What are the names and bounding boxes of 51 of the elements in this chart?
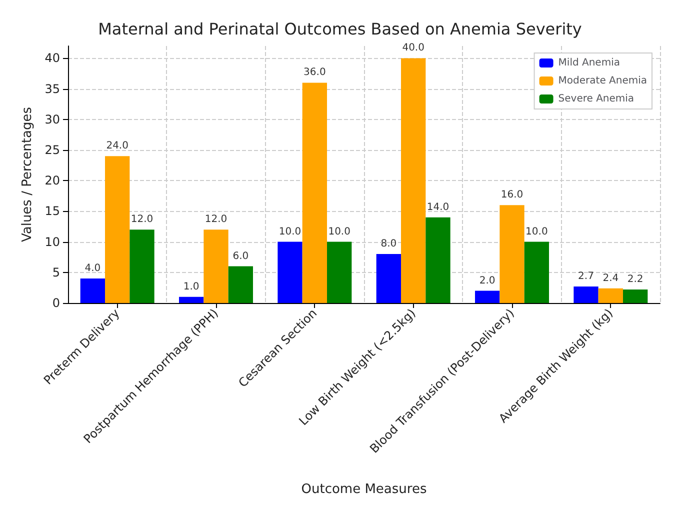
bar xyxy=(524,242,549,303)
data-label: 2.7 xyxy=(578,270,594,282)
bar xyxy=(426,217,450,303)
y-tick-label: 10 xyxy=(44,234,60,249)
data-label: 4.0 xyxy=(84,263,101,274)
data-label: 6.0 xyxy=(232,250,249,262)
data-label: 12.0 xyxy=(204,214,228,226)
bar xyxy=(80,278,105,303)
x-axis-title: Outcome Measures xyxy=(301,482,427,497)
bar xyxy=(500,205,524,303)
y-tick-label: 0 xyxy=(52,296,60,310)
bar xyxy=(130,230,154,303)
bar xyxy=(475,290,500,303)
bar xyxy=(574,286,598,303)
data-label: 12.0 xyxy=(130,214,154,226)
data-label: 24.0 xyxy=(106,140,128,152)
data-label: 36.0 xyxy=(304,67,326,78)
chart-title: Maternal and Perinatal Outcomes Based on Anemia Severity xyxy=(98,20,582,38)
bar xyxy=(105,156,130,303)
data-label: 40.0 xyxy=(402,42,424,54)
y-tick-label: 30 xyxy=(44,112,60,126)
y-tick-label: 40 xyxy=(44,51,60,66)
data-label: 16.0 xyxy=(500,190,524,201)
bar xyxy=(376,254,401,303)
bar xyxy=(623,290,648,303)
bar xyxy=(598,288,623,303)
y-axis-title: Values / Percentages xyxy=(20,106,35,242)
y-tick-label: 35 xyxy=(44,82,60,96)
y-tick-label: 5 xyxy=(52,265,60,280)
bar xyxy=(327,242,352,303)
legend-label: Severe Anemia xyxy=(558,94,634,104)
data-label: 10.0 xyxy=(526,226,548,238)
bar xyxy=(228,266,253,303)
data-label: 8.0 xyxy=(380,238,397,250)
bar xyxy=(278,242,302,303)
data-label: 14.0 xyxy=(426,202,450,213)
y-tick-label: 25 xyxy=(44,143,60,158)
legend-label: Moderate Anemia xyxy=(558,76,648,86)
legend-label: Mild Anemia xyxy=(558,58,620,68)
bar xyxy=(204,230,228,303)
data-label: 2.4 xyxy=(602,272,619,284)
data-label: 2.0 xyxy=(479,275,496,286)
data-label: 1.0 xyxy=(183,281,200,292)
bar xyxy=(401,58,426,303)
bar xyxy=(302,82,327,303)
y-tick-label: 15 xyxy=(44,204,60,218)
data-label: 10.0 xyxy=(328,226,350,238)
y-tick-label: 20 xyxy=(44,174,60,188)
data-label: 2.2 xyxy=(627,274,644,286)
bar xyxy=(179,296,204,303)
data-label: 10.0 xyxy=(278,226,302,238)
